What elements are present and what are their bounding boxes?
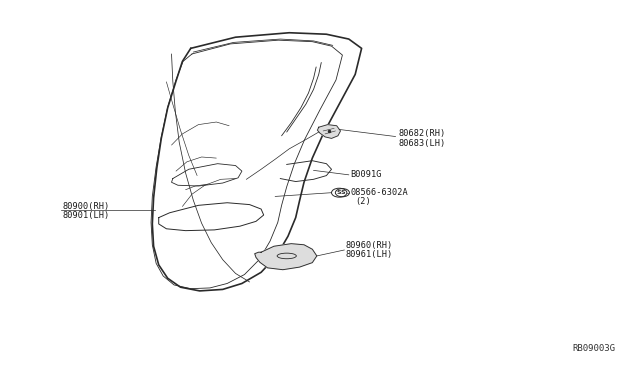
Polygon shape: [317, 125, 340, 138]
Text: 80960(RH): 80960(RH): [346, 241, 393, 250]
Text: 80900(RH): 80900(RH): [63, 202, 110, 211]
Text: S: S: [337, 190, 342, 195]
Text: 80961(LH): 80961(LH): [346, 250, 393, 259]
Polygon shape: [255, 244, 317, 270]
Text: S: S: [340, 190, 345, 195]
Text: 80682(RH): 80682(RH): [398, 129, 445, 138]
Text: 80901(LH): 80901(LH): [63, 211, 110, 220]
Text: (2): (2): [355, 197, 371, 206]
Text: RB09003G: RB09003G: [573, 344, 616, 353]
Text: 08566-6302A: 08566-6302A: [351, 188, 408, 197]
Text: 80683(LH): 80683(LH): [398, 139, 445, 148]
Text: B0091G: B0091G: [351, 170, 382, 179]
